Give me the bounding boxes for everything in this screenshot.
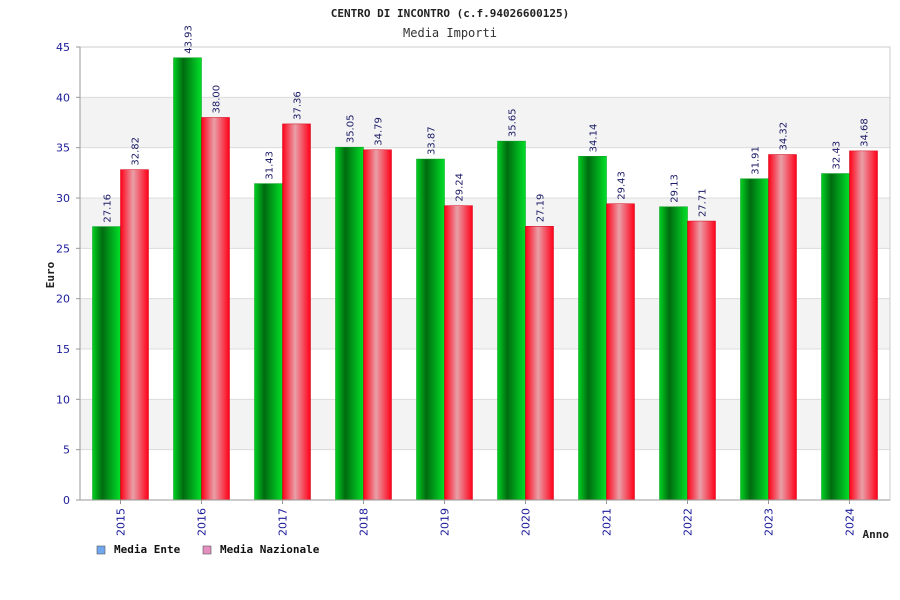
y-axis-label: Euro	[44, 261, 57, 288]
value-label-media-ente-2020: 35.65	[508, 108, 519, 137]
bar-media-ente-2016	[173, 57, 202, 501]
y-tick-label: 25	[56, 242, 70, 255]
value-label-media-ente-2018: 35.05	[346, 115, 357, 144]
bar-media-ente-2018	[335, 146, 364, 501]
bar-media-ente-2015	[92, 226, 121, 501]
value-label-media-nazionale-2015: 32.82	[131, 137, 142, 166]
value-label-media-nazionale-2018: 34.79	[374, 117, 385, 146]
value-label-media-nazionale-2019: 29.24	[455, 173, 466, 202]
legend-label-media-ente: Media Ente	[114, 543, 181, 556]
value-label-media-nazionale-2020: 27.19	[536, 194, 547, 223]
bar-media-ente-2021	[578, 156, 607, 501]
bar-media-ente-2019	[416, 158, 445, 501]
bar-media-nazionale-2022	[687, 220, 716, 501]
bar-media-nazionale-2018	[363, 149, 392, 501]
y-tick-label: 10	[56, 393, 70, 406]
value-label-media-ente-2016: 43.93	[184, 25, 195, 54]
value-label-media-nazionale-2021: 29.43	[617, 171, 628, 200]
x-tick-label: 2021	[601, 508, 614, 536]
legend-swatch-media-nazionale	[202, 545, 212, 555]
x-tick-label: 2019	[439, 508, 452, 536]
legend-label-media-nazionale: Media Nazionale	[220, 543, 320, 556]
value-label-media-ente-2023: 31.91	[751, 146, 762, 175]
y-tick-label: 45	[56, 41, 70, 54]
value-label-media-ente-2017: 31.43	[265, 151, 276, 180]
value-label-media-ente-2024: 32.43	[832, 141, 843, 170]
bar-media-nazionale-2023	[768, 154, 797, 501]
bar-media-ente-2017	[254, 183, 283, 501]
x-tick-label: 2024	[844, 508, 857, 536]
bar-media-ente-2023	[740, 178, 769, 501]
legend: Media Ente Media Nazionale	[96, 543, 320, 556]
bar-media-nazionale-2020	[525, 226, 554, 501]
value-label-media-nazionale-2022: 27.71	[698, 188, 709, 217]
value-labels: 27.16 32.82 43.93 38.00 31.43 37.36 35.05 34.79…	[103, 25, 871, 222]
bar-media-nazionale-2015	[120, 169, 149, 501]
bar-media-ente-2022	[659, 206, 688, 501]
x-tick-label: 2018	[358, 508, 371, 536]
value-label-media-ente-2019: 33.87	[427, 126, 438, 155]
x-tick-label: 2015	[115, 508, 128, 536]
x-tick-label: 2016	[196, 508, 209, 536]
y-tick-label: 15	[56, 343, 70, 356]
chart-title: CENTRO DI INCONTRO (c.f.94026600125)	[331, 7, 569, 20]
bar-media-nazionale-2017	[282, 123, 311, 501]
bar-media-nazionale-2016	[201, 117, 230, 501]
y-tick-label: 5	[63, 444, 70, 457]
y-axis-ticks: 0 5 10 15 20 25 30 35 40 45	[56, 41, 80, 507]
x-tick-label: 2017	[277, 508, 290, 536]
x-tick-label: 2022	[682, 508, 695, 536]
value-label-media-ente-2015: 27.16	[103, 194, 114, 223]
value-label-media-nazionale-2017: 37.36	[293, 91, 304, 120]
bar-media-nazionale-2024	[849, 150, 878, 501]
x-tick-label: 2023	[763, 508, 776, 536]
x-axis-label: Anno	[863, 528, 890, 541]
bar-media-nazionale-2021	[606, 203, 635, 501]
value-label-media-nazionale-2024: 34.68	[860, 118, 871, 147]
bar-media-ente-2024	[821, 173, 850, 501]
bar-media-ente-2020	[497, 140, 526, 501]
legend-swatch-media-ente	[96, 545, 106, 555]
y-tick-label: 40	[56, 91, 70, 104]
y-tick-label: 20	[56, 293, 70, 306]
value-label-media-ente-2022: 29.13	[670, 174, 681, 203]
value-label-media-ente-2021: 34.14	[589, 124, 600, 153]
bars	[92, 57, 878, 501]
y-tick-label: 0	[63, 494, 70, 507]
y-tick-label: 35	[56, 142, 70, 155]
y-tick-label: 30	[56, 192, 70, 205]
x-axis-ticks: 2015 2016 2017 2018 2019 2020 2021 2022 2023 2024	[115, 500, 857, 536]
value-label-media-nazionale-2016: 38.00	[212, 85, 223, 114]
grid-band	[80, 47, 890, 98]
value-label-media-nazionale-2023: 34.32	[779, 122, 790, 151]
bar-media-nazionale-2019	[444, 205, 473, 501]
chart-subtitle: Media Importi	[403, 26, 497, 40]
x-tick-label: 2020	[520, 508, 533, 536]
